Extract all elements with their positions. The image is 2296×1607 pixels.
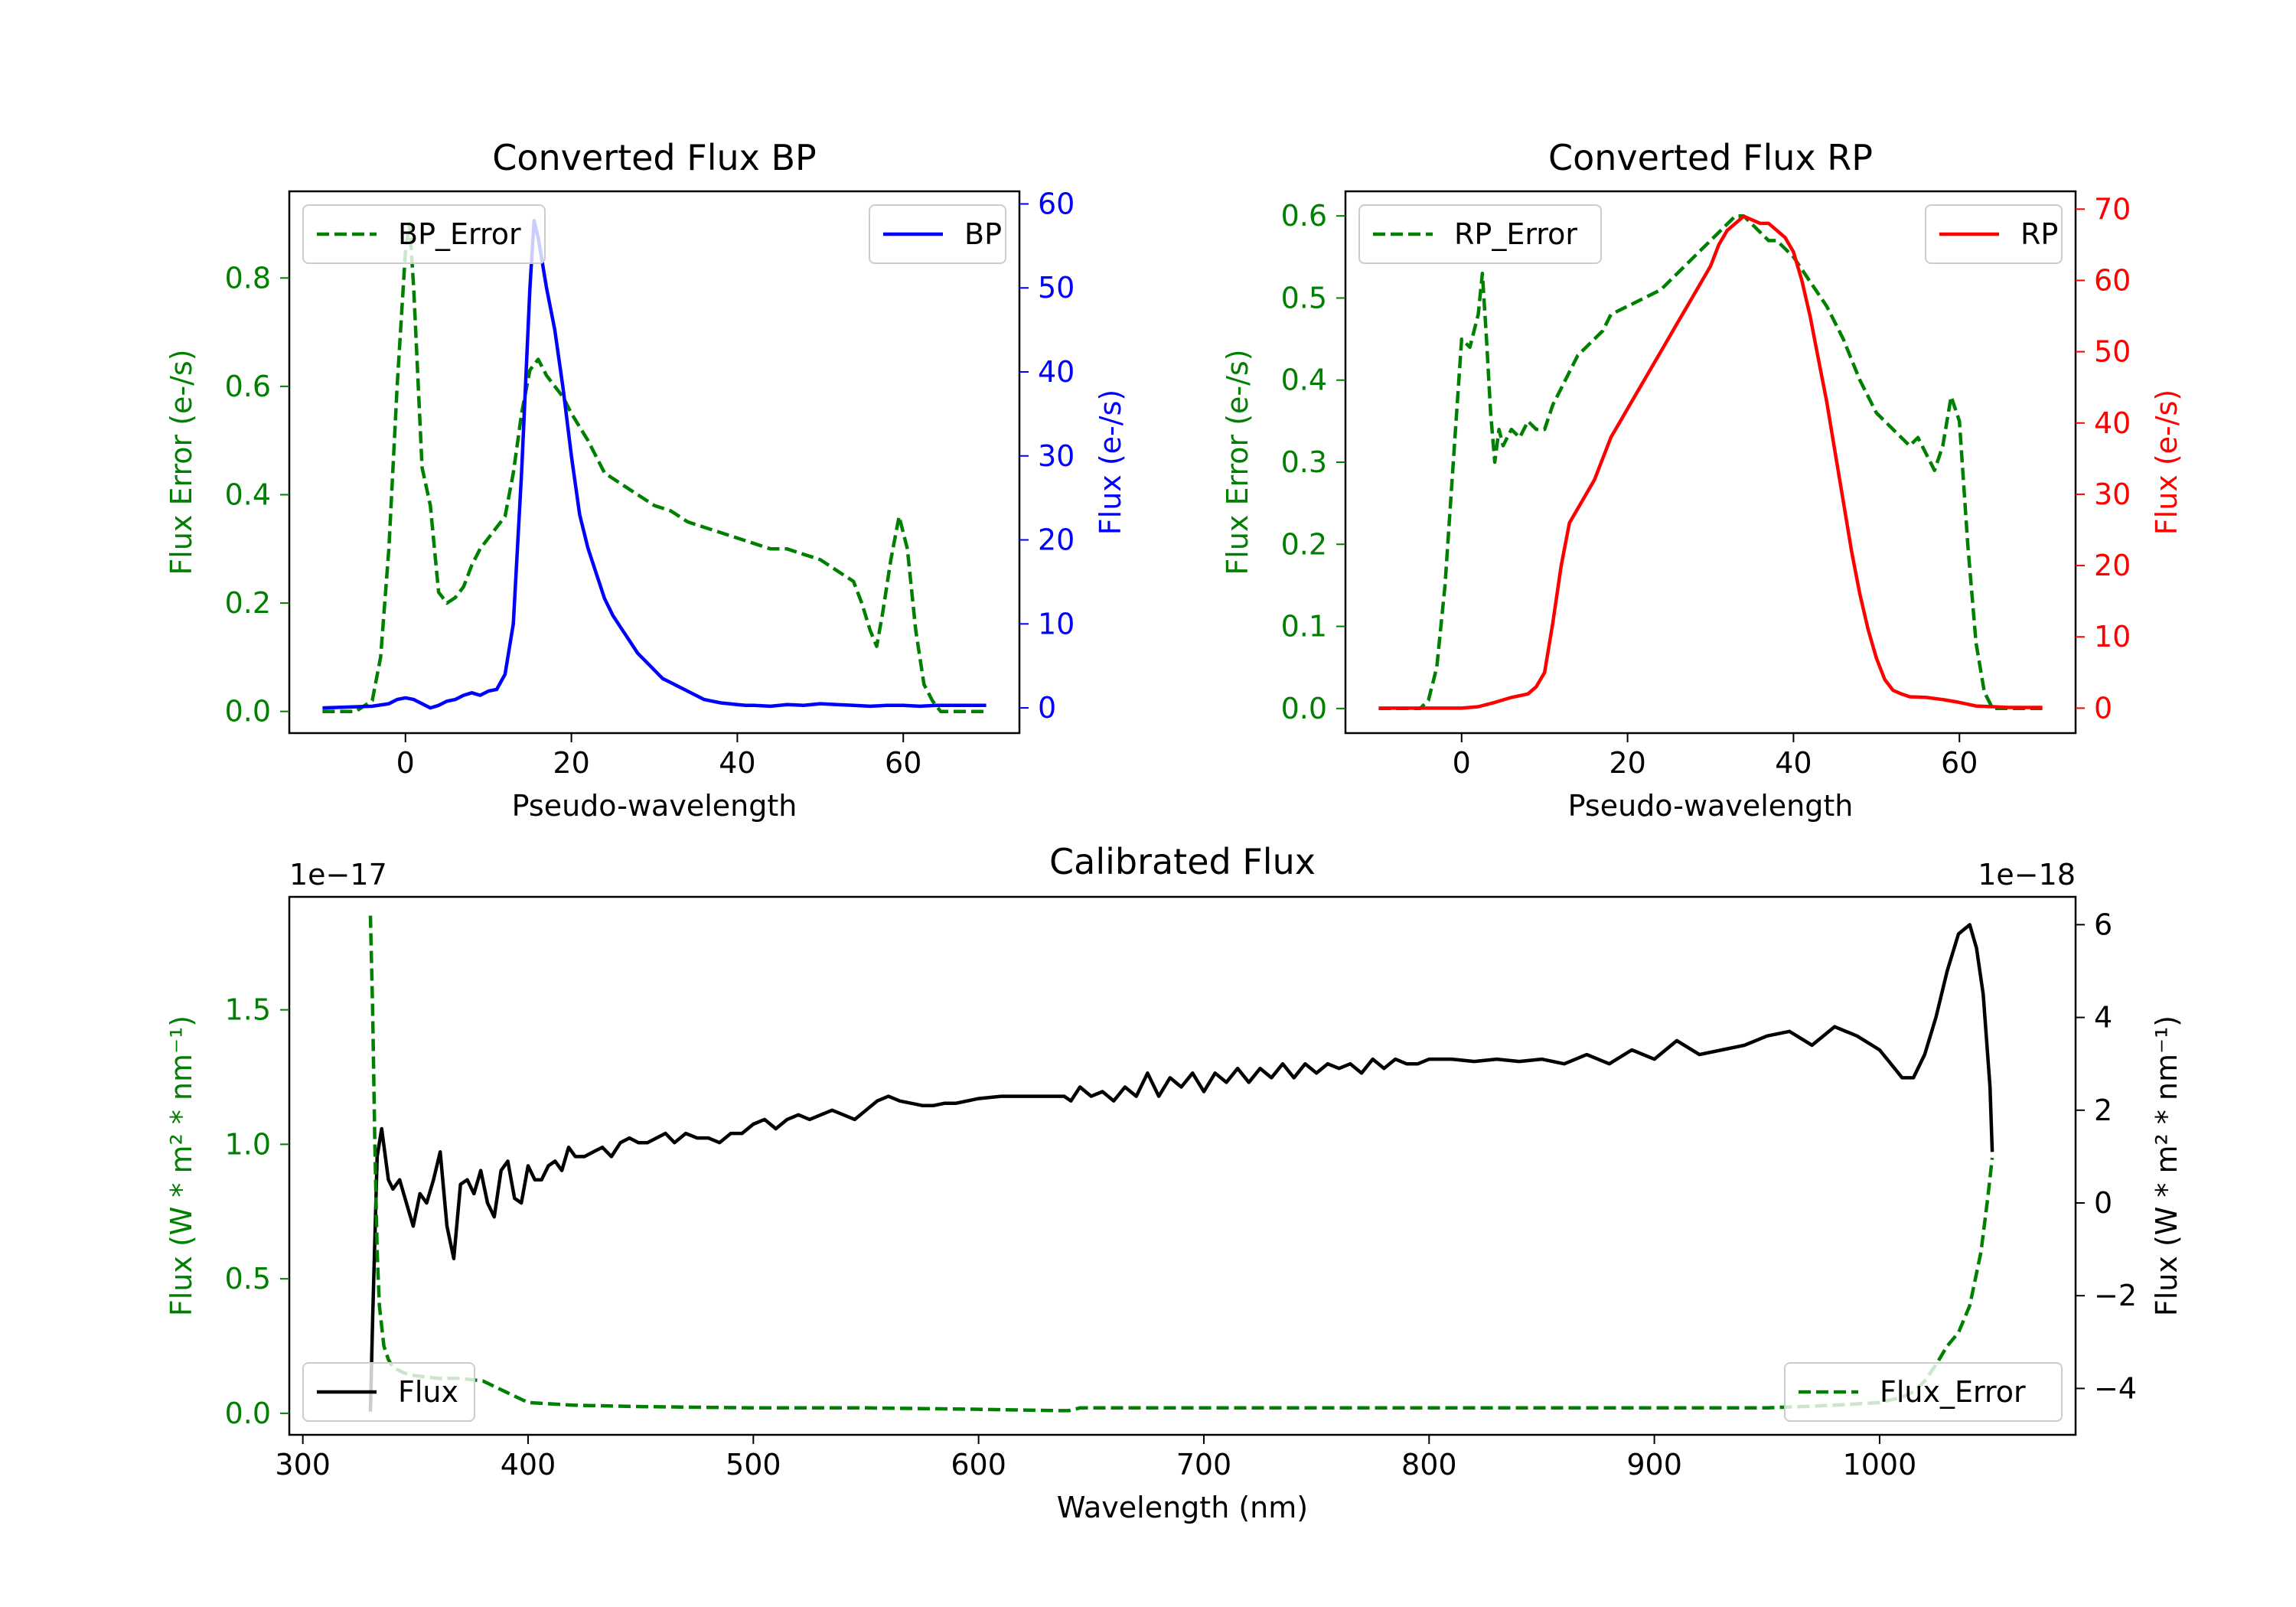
right-y-tick-label: 40 bbox=[2094, 406, 2131, 440]
x-tick-label: 1000 bbox=[1843, 1448, 1917, 1482]
left-y-tick-label: 0.0 bbox=[1281, 692, 1327, 725]
right-scale-offset-label: 1e−18 bbox=[1978, 858, 2076, 892]
x-tick-label: 800 bbox=[1401, 1448, 1457, 1482]
legend-label: RP_Error bbox=[1454, 217, 1577, 251]
right-y-tick-label: 60 bbox=[2094, 263, 2131, 297]
x-axis-label: Pseudo-wavelength bbox=[1568, 789, 1854, 823]
x-tick-label: 900 bbox=[1626, 1448, 1682, 1482]
left-y-tick-label: 0.4 bbox=[225, 478, 271, 511]
calibrated-flux-panel: 300 400 500 600 700 800 900 1000 0.0 0.5 1.0 1.5 −4 −… bbox=[165, 841, 2183, 1524]
right-y-tick-label: 30 bbox=[2094, 478, 2131, 511]
plot-area bbox=[1378, 214, 2043, 711]
right-y-axis-label: Flux (e-/s) bbox=[2150, 390, 2183, 535]
right-y-tick-label: 0 bbox=[1038, 691, 1056, 725]
bp-error-series-line bbox=[322, 222, 987, 713]
chart-title: Calibrated Flux bbox=[1049, 841, 1316, 882]
x-tick-label: 400 bbox=[501, 1448, 556, 1482]
left-scale-offset-label: 1e−17 bbox=[289, 858, 387, 892]
left-y-tick-label: 0.2 bbox=[225, 586, 271, 620]
x-tick-label: 60 bbox=[1941, 746, 1978, 780]
x-tick-label: 40 bbox=[719, 746, 755, 780]
left-y-tick-label: 0.0 bbox=[225, 1397, 271, 1430]
legend-label: Flux_Error bbox=[1880, 1375, 2026, 1409]
left-y-tick-label: 0.5 bbox=[225, 1262, 271, 1296]
legend-label: BP bbox=[964, 217, 1002, 251]
right-y-tick-label: 70 bbox=[2094, 192, 2131, 226]
rp-series-line bbox=[1378, 214, 2043, 710]
left-y-tick-label: 1.5 bbox=[225, 993, 271, 1027]
legend-box bbox=[302, 204, 546, 264]
bp-error-legend: BP_Error bbox=[302, 204, 546, 264]
right-y-tick-label: 40 bbox=[1038, 355, 1075, 389]
left-y-tick-label: 0.6 bbox=[1281, 199, 1327, 233]
rp-flux-panel: 0 20 40 60 0.0 0.1 0.2 0.3 0.4 0.5 0.6 0 10 20 30 40 50 6… bbox=[1221, 137, 2183, 823]
bp-legend: BP bbox=[869, 204, 1006, 264]
legend-box bbox=[1358, 204, 1602, 264]
x-tick-label: 40 bbox=[1775, 746, 1812, 780]
chart-title: Converted Flux BP bbox=[492, 137, 817, 178]
left-y-axis-label: Flux Error (e-/s) bbox=[1221, 349, 1254, 575]
x-tick-label: 700 bbox=[1176, 1448, 1232, 1482]
right-y-tick-label: 6 bbox=[2094, 908, 2112, 941]
flux-legend: Flux bbox=[302, 1362, 475, 1422]
left-y-tick-label: 0.3 bbox=[1281, 445, 1327, 479]
rp-error-series-line bbox=[1378, 214, 2043, 711]
x-tick-label: 300 bbox=[275, 1448, 331, 1482]
x-tick-label: 60 bbox=[885, 746, 921, 780]
left-y-tick-label: 0.8 bbox=[225, 261, 271, 295]
right-y-axis-label: Flux (e-/s) bbox=[1094, 390, 1127, 535]
x-tick-label: 600 bbox=[951, 1448, 1006, 1482]
right-y-tick-label: 20 bbox=[1038, 523, 1075, 557]
axes-frame bbox=[288, 895, 2077, 1436]
legend-box bbox=[302, 1362, 475, 1422]
right-y-tick-label: 30 bbox=[1038, 439, 1075, 473]
x-axis-label: Wavelength (nm) bbox=[1057, 1491, 1308, 1524]
right-y-tick-label: 2 bbox=[2094, 1094, 2112, 1127]
left-y-tick-label: 0.6 bbox=[225, 370, 271, 403]
right-y-tick-label: 50 bbox=[1038, 271, 1075, 305]
legend-label: Flux bbox=[398, 1375, 458, 1409]
left-y-axis-label: Flux Error (e-/s) bbox=[165, 349, 198, 575]
left-y-tick-label: 0.1 bbox=[1281, 610, 1327, 644]
legend-box bbox=[1784, 1362, 2063, 1422]
right-y-tick-label: 50 bbox=[2094, 335, 2131, 369]
right-y-tick-label: 4 bbox=[2094, 1001, 2112, 1035]
rp-legend: RP bbox=[1925, 204, 2063, 264]
right-y-tick-label: 20 bbox=[2094, 549, 2131, 582]
right-y-tick-label: 60 bbox=[1038, 187, 1075, 220]
left-y-axis-label: Flux (W * m² * nm⁻¹) bbox=[165, 1015, 198, 1316]
left-y-tick-label: 0.0 bbox=[225, 695, 271, 729]
left-y-tick-label: 0.4 bbox=[1281, 363, 1327, 397]
plot-area bbox=[322, 219, 987, 713]
x-axis-label: Pseudo-wavelength bbox=[512, 789, 797, 823]
left-y-tick-label: 1.0 bbox=[225, 1127, 271, 1161]
flux-error-legend: Flux_Error bbox=[1784, 1362, 2063, 1422]
x-tick-label: 20 bbox=[553, 746, 589, 780]
right-y-tick-label: −2 bbox=[2094, 1279, 2137, 1312]
axes-frame bbox=[288, 190, 1021, 735]
right-y-axis-label: Flux (W * m² * nm⁻¹) bbox=[2150, 1015, 2183, 1316]
right-y-tick-label: 10 bbox=[1038, 607, 1075, 641]
legend-label: RP bbox=[2020, 217, 2058, 251]
left-y-tick-label: 0.5 bbox=[1281, 281, 1327, 315]
right-y-tick-label: 10 bbox=[2094, 620, 2131, 654]
right-y-tick-label: 0 bbox=[2094, 691, 2112, 725]
bp-flux-panel: 0 20 40 60 0.0 0.2 0.4 0.6 0.8 0 10 20 30 40 50 60 Conve… bbox=[165, 137, 1127, 823]
rp-error-legend: RP_Error bbox=[1358, 204, 1602, 264]
x-tick-label: 0 bbox=[396, 746, 415, 780]
right-y-tick-label: −4 bbox=[2094, 1371, 2137, 1405]
x-tick-label: 20 bbox=[1609, 746, 1645, 780]
bp-series-line bbox=[322, 219, 987, 710]
right-y-tick-label: 0 bbox=[2094, 1186, 2112, 1220]
left-y-tick-label: 0.2 bbox=[1281, 527, 1327, 561]
legend-label: BP_Error bbox=[398, 217, 521, 251]
x-tick-label: 0 bbox=[1453, 746, 1471, 780]
chart-title: Converted Flux RP bbox=[1548, 137, 1873, 178]
x-tick-label: 500 bbox=[726, 1448, 781, 1482]
flux-series-line bbox=[368, 923, 1994, 1412]
